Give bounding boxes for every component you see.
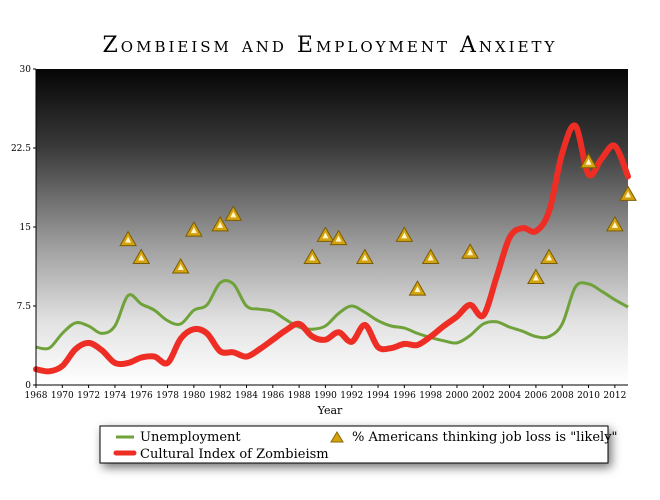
y-axis: 0 7.5 15 22.5 30 xyxy=(11,65,36,391)
y-tick-label: 0 xyxy=(25,381,31,391)
series-lines xyxy=(33,122,631,375)
x-tick-label: 1994 xyxy=(367,391,390,401)
survey-point-highlight xyxy=(125,236,132,243)
survey-point-highlight xyxy=(401,232,408,239)
x-tick-label: 1968 xyxy=(25,391,48,401)
survey-point-highlight xyxy=(190,227,197,234)
x-tick-label: 2000 xyxy=(446,391,469,401)
survey-point-highlight xyxy=(177,264,184,271)
x-tick-label: 2008 xyxy=(551,391,574,401)
series-line-zombieism xyxy=(33,122,631,375)
legend-label-survey: % Americans thinking job loss is "likely… xyxy=(352,430,618,445)
x-tick-label: 1978 xyxy=(156,391,179,401)
x-tick-label: 2010 xyxy=(577,391,600,401)
x-tick-label: 1980 xyxy=(182,391,205,401)
x-tick-label: 1974 xyxy=(103,391,126,401)
survey-point-highlight xyxy=(217,221,224,228)
x-tick-label: 1972 xyxy=(77,391,100,401)
series-markers xyxy=(119,152,637,296)
x-tick-label: 1986 xyxy=(261,391,284,401)
legend-swatch-survey xyxy=(330,431,344,443)
x-tick-label: 2006 xyxy=(524,391,547,401)
x-tick-label: 1992 xyxy=(340,391,363,401)
y-tick-label: 15 xyxy=(20,223,32,233)
x-tick-label: 1988 xyxy=(288,391,311,401)
x-tick-label: 2004 xyxy=(498,391,521,401)
survey-point-highlight xyxy=(414,286,421,293)
survey-point-highlight xyxy=(361,254,368,261)
survey-point-highlight xyxy=(611,221,618,228)
survey-point-highlight xyxy=(546,254,553,261)
chart-title: Zombieism and Employment Anxiety xyxy=(103,33,558,58)
x-tick-label: 1976 xyxy=(130,391,153,401)
legend-label-unemployment: Unemployment xyxy=(140,430,241,445)
x-tick-label: 1970 xyxy=(51,391,74,401)
survey-point-highlight xyxy=(230,211,237,218)
x-tick-label: 1982 xyxy=(209,391,232,401)
x-tick-label: 1996 xyxy=(393,391,416,401)
y-tick-label: 30 xyxy=(20,65,32,75)
survey-point-highlight xyxy=(585,158,592,165)
survey-point-highlight xyxy=(625,191,631,198)
survey-point-highlight xyxy=(322,232,329,239)
y-tick-label: 22.5 xyxy=(11,144,31,154)
survey-point-highlight xyxy=(427,254,434,261)
survey-point-highlight xyxy=(335,235,342,242)
x-axis-label: Year xyxy=(317,404,343,417)
x-tick-label: 2012 xyxy=(603,391,626,401)
legend-label-zombieism: Cultural Index of Zombieism xyxy=(140,447,329,462)
legend-box xyxy=(99,425,609,464)
survey-point-highlight xyxy=(467,249,474,256)
survey-point-highlight xyxy=(309,254,316,261)
x-axis: 1968 1970 1972 1974 1976 1978 1980 1982 1984 1986… xyxy=(25,385,626,401)
x-tick-label: 1998 xyxy=(419,391,442,401)
x-tick-label: 2002 xyxy=(472,391,495,401)
x-tick-label: 1990 xyxy=(314,391,337,401)
survey-point-highlight xyxy=(138,254,145,261)
series-line-unemployment xyxy=(35,279,629,351)
y-tick-label: 7.5 xyxy=(17,302,32,312)
legend: Unemployment Cultural Index of Zombieism… xyxy=(99,425,618,464)
survey-point-highlight xyxy=(532,274,539,281)
x-tick-label: 1984 xyxy=(235,391,258,401)
